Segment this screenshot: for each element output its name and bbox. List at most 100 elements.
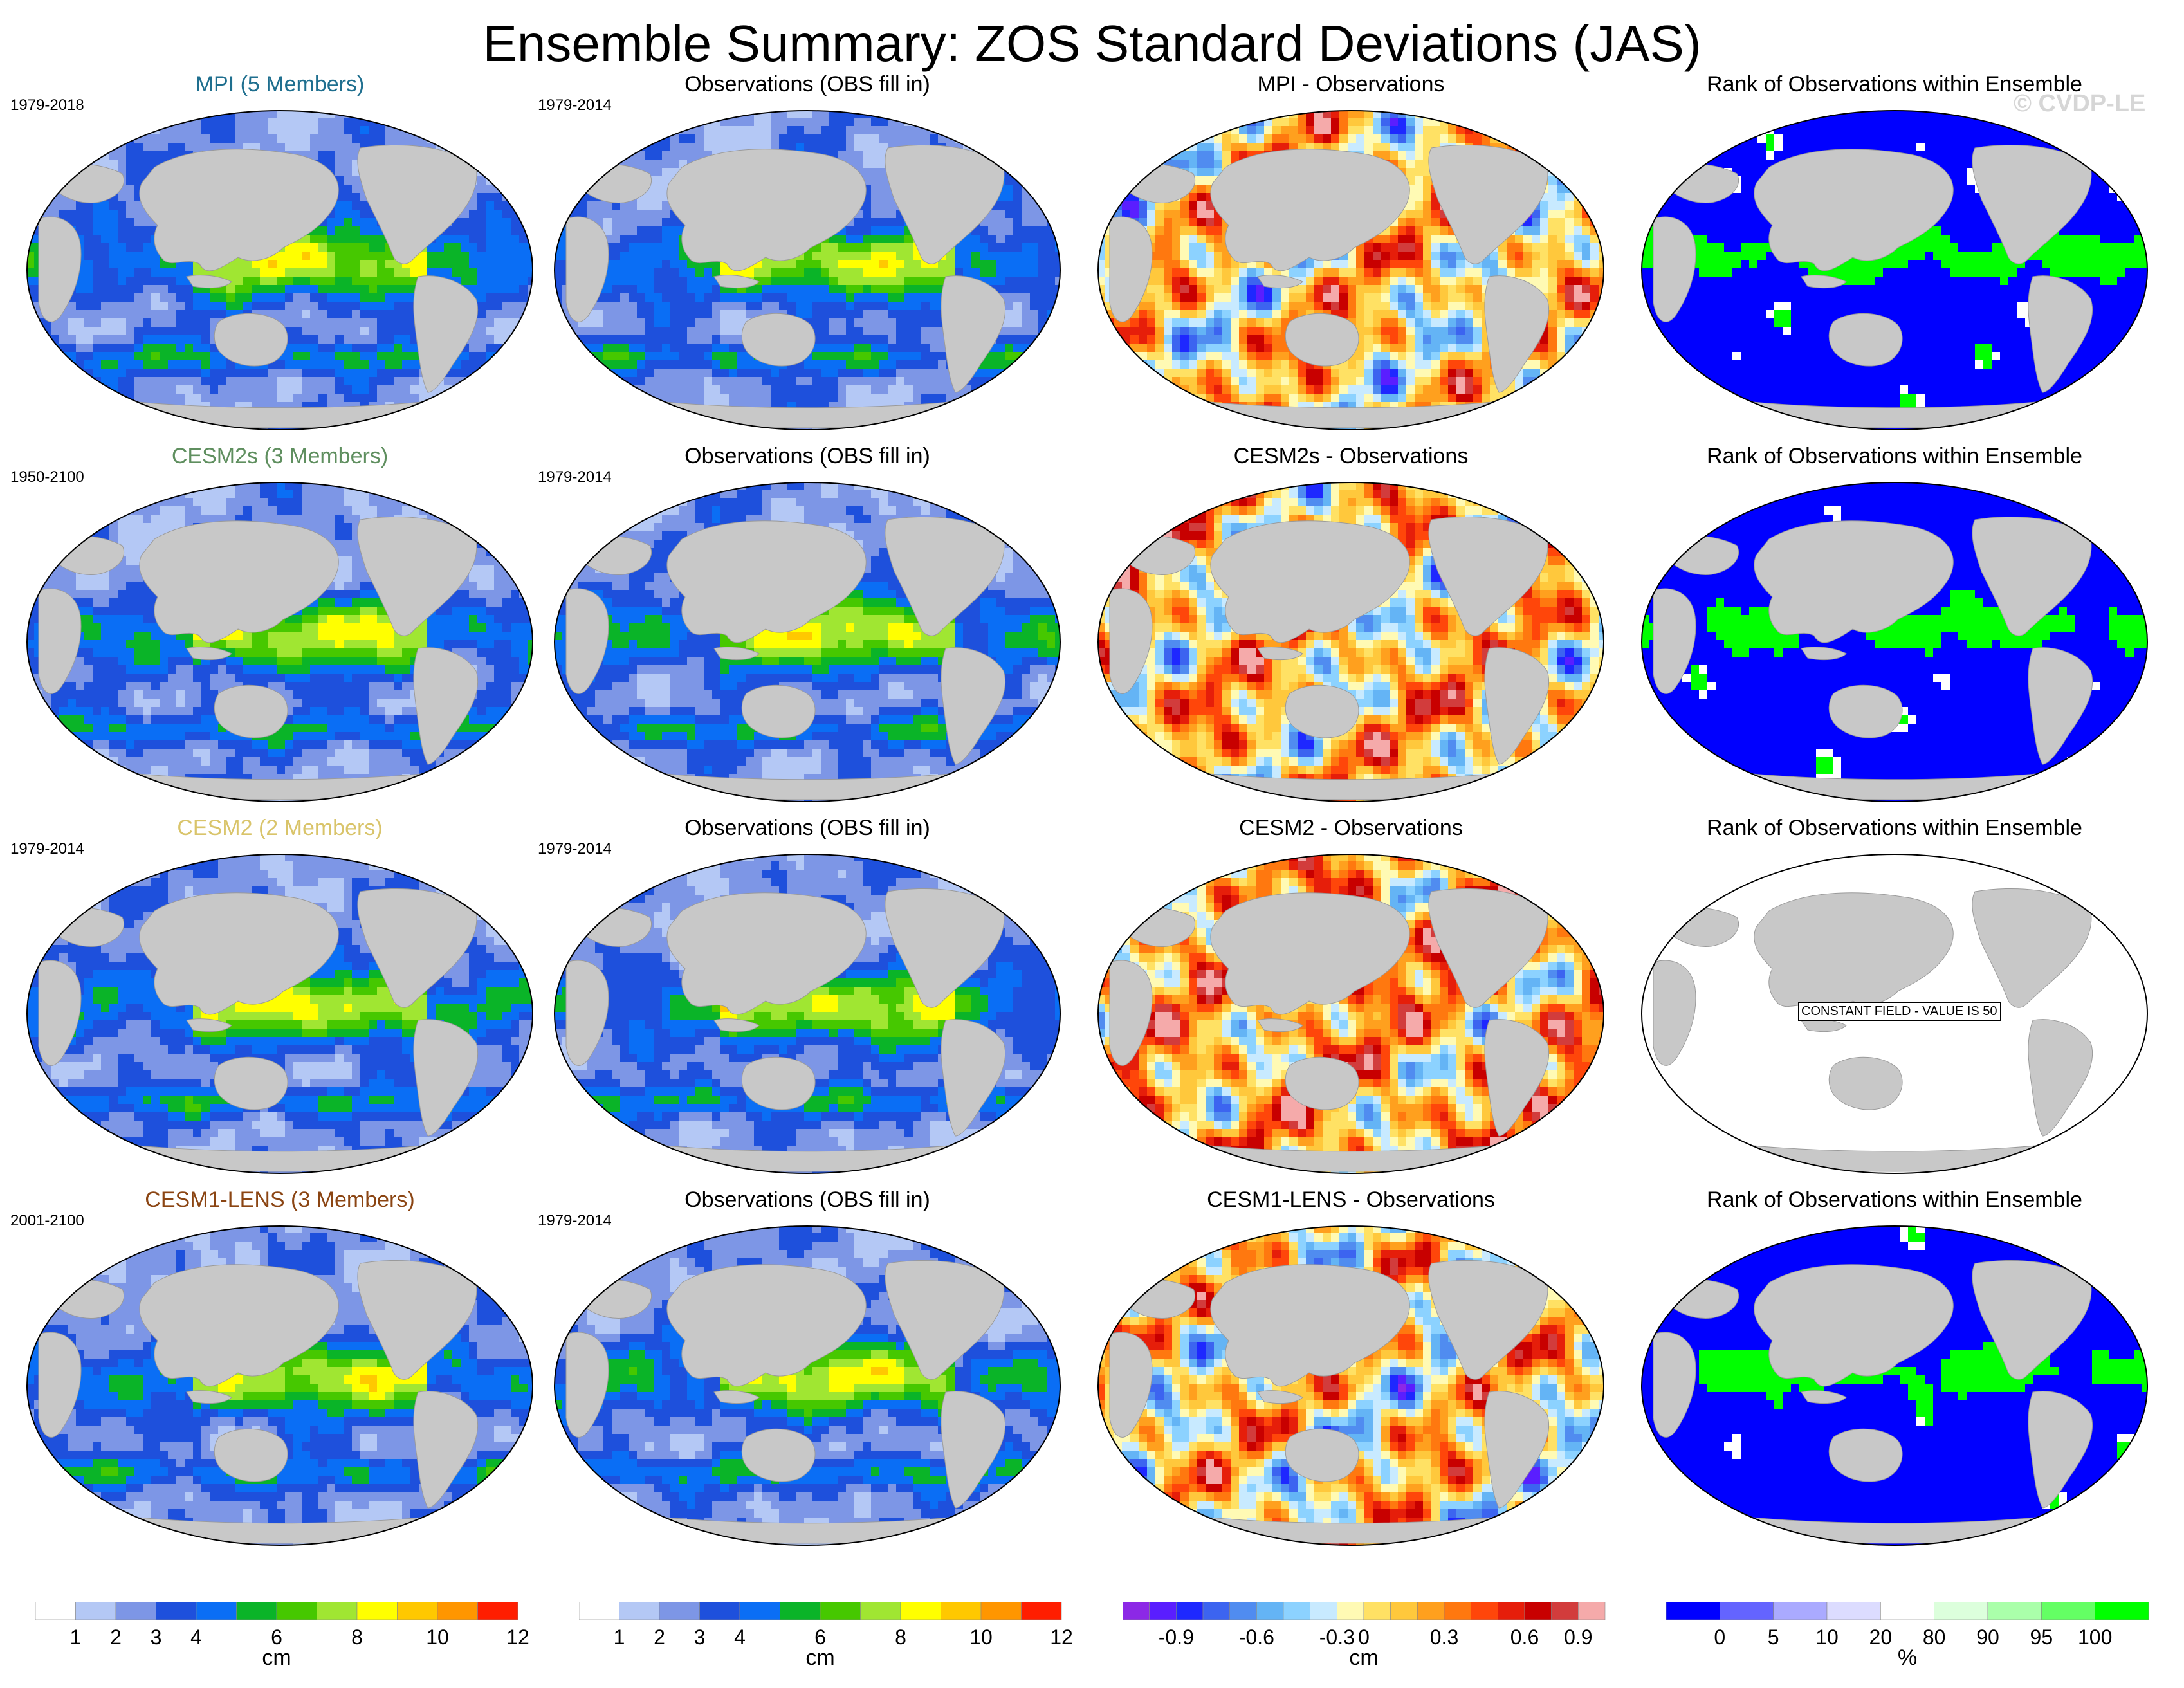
colorbar-swatch bbox=[115, 1602, 156, 1620]
map-panel-model bbox=[26, 481, 534, 803]
map-panel-diff bbox=[1097, 481, 1605, 803]
map-panel-diff bbox=[1097, 1225, 1605, 1546]
map-0-rank bbox=[1641, 110, 2148, 430]
colorbar-swatch bbox=[477, 1602, 518, 1620]
colorbar-tick-label: 5 bbox=[1768, 1626, 1779, 1649]
colorbar-unit: cm bbox=[251, 1646, 302, 1671]
colorbar-swatch bbox=[1444, 1602, 1471, 1620]
colorbar-sd-1: 1 2 3 4 6 8 10 12 bbox=[579, 1602, 1074, 1660]
panel-title-rank: Rank of Observations within Ensemble bbox=[1640, 72, 2149, 97]
colorbar-swatch bbox=[941, 1602, 982, 1620]
panel-period-model: 2001-2100 bbox=[10, 1212, 84, 1230]
panel-title-obs: Observations (OBS fill in) bbox=[553, 816, 1061, 841]
colorbar-tick-label: -0.3 bbox=[1319, 1626, 1355, 1649]
colorbar-swatch bbox=[1123, 1602, 1150, 1620]
colorbar-swatch bbox=[397, 1602, 438, 1620]
map-panel-obs bbox=[553, 481, 1061, 803]
map-3-model bbox=[26, 1225, 533, 1546]
colorbar-tick-label: 0 bbox=[1714, 1626, 1725, 1649]
map-3-diff bbox=[1097, 1225, 1604, 1546]
panel-title-obs: Observations (OBS fill in) bbox=[553, 72, 1061, 97]
colorbar-tick-label: 6 bbox=[271, 1626, 282, 1649]
map-2-diff bbox=[1097, 854, 1604, 1174]
map-1-diff bbox=[1097, 482, 1604, 802]
colorbar-swatch bbox=[1666, 1602, 1720, 1620]
colorbar-swatch bbox=[276, 1602, 317, 1620]
colorbar-swatch bbox=[900, 1602, 941, 1620]
colorbar-swatch bbox=[1524, 1602, 1552, 1620]
map-1-rank bbox=[1641, 482, 2148, 802]
colorbar-diff-2: -0.9 -0.6 -0.3 0 0.3 0.6 0.9 bbox=[1123, 1602, 1618, 1660]
colorbar-tick-label: 10 bbox=[426, 1626, 449, 1649]
colorbar-swatch bbox=[1498, 1602, 1525, 1620]
panel-title-diff: CESM2 - Observations bbox=[1097, 816, 1605, 841]
map-1-obs bbox=[554, 482, 1061, 802]
colorbar-swatch bbox=[699, 1602, 740, 1620]
panel-period-obs: 1979-2014 bbox=[538, 468, 612, 486]
colorbar-swatch bbox=[1149, 1602, 1177, 1620]
colorbar-swatch bbox=[1256, 1602, 1284, 1620]
panel-title-model: CESM2 (2 Members) bbox=[26, 816, 534, 841]
panel-period-model: 1950-2100 bbox=[10, 468, 84, 486]
panel-title-obs: Observations (OBS fill in) bbox=[553, 1188, 1061, 1213]
colorbar-swatch bbox=[1934, 1602, 1988, 1620]
panel-title-rank: Rank of Observations within Ensemble bbox=[1640, 444, 2149, 469]
colorbar-swatch bbox=[1773, 1602, 1828, 1620]
map-0-diff bbox=[1097, 110, 1604, 430]
colorbar-swatch bbox=[739, 1602, 780, 1620]
colorbar-unit: cm bbox=[1338, 1646, 1390, 1671]
colorbar-tick-label: 2 bbox=[654, 1626, 665, 1649]
colorbar-swatch bbox=[317, 1602, 358, 1620]
colorbar-swatch bbox=[1987, 1602, 2042, 1620]
colorbar-swatch bbox=[356, 1602, 398, 1620]
panel-period-obs: 1979-2014 bbox=[538, 1212, 612, 1230]
panel-period-obs: 1979-2014 bbox=[538, 96, 612, 115]
colorbar-unit: cm bbox=[794, 1646, 846, 1671]
colorbar-swatch bbox=[2041, 1602, 2095, 1620]
colorbar-swatch bbox=[1390, 1602, 1418, 1620]
panel-title-rank: Rank of Observations within Ensemble bbox=[1640, 816, 2149, 841]
colorbar-tick-label: 1 bbox=[70, 1626, 82, 1649]
colorbar-swatch bbox=[980, 1602, 1022, 1620]
colorbar-swatch bbox=[1720, 1602, 1774, 1620]
colorbar-tick-label: 20 bbox=[1869, 1626, 1893, 1649]
colorbar-swatch bbox=[156, 1602, 197, 1620]
colorbar-swatch bbox=[619, 1602, 660, 1620]
colorbar-tick-label: 4 bbox=[190, 1626, 202, 1649]
watermark: © CVDP-LE bbox=[2014, 90, 2145, 118]
colorbar-tick-label: 12 bbox=[506, 1626, 529, 1649]
panel-period-model: 1979-2014 bbox=[10, 840, 84, 858]
map-panel-diff bbox=[1097, 853, 1605, 1175]
map-0-obs bbox=[554, 110, 1061, 430]
map-panel-rank bbox=[1640, 481, 2149, 803]
colorbar-swatch bbox=[1202, 1602, 1230, 1620]
panel-title-model: CESM2s (3 Members) bbox=[26, 444, 534, 469]
colorbar-tick-label: 10 bbox=[1815, 1626, 1839, 1649]
map-0-model bbox=[26, 110, 533, 430]
map-3-obs bbox=[554, 1225, 1061, 1546]
map-panel-model bbox=[26, 109, 534, 431]
colorbar-tick-label: 0.6 bbox=[1510, 1626, 1539, 1649]
colorbar-tick-label: 0.9 bbox=[1564, 1626, 1592, 1649]
colorbar-swatch bbox=[1229, 1602, 1257, 1620]
map-panel-obs bbox=[553, 109, 1061, 431]
colorbar-swatch bbox=[1310, 1602, 1337, 1620]
map-panel-model bbox=[26, 1225, 534, 1546]
colorbar-tick-label: 4 bbox=[734, 1626, 746, 1649]
map-3-rank bbox=[1641, 1225, 2148, 1546]
map-panel-model bbox=[26, 853, 534, 1175]
map-2-model bbox=[26, 854, 533, 1174]
colorbar-swatch bbox=[1337, 1602, 1364, 1620]
colorbar-rank-3: 0 5 10 20 80 90 95 100 bbox=[1666, 1602, 2161, 1660]
colorbar-swatch bbox=[1578, 1602, 1606, 1620]
panel-title-model: MPI (5 Members) bbox=[26, 72, 534, 97]
colorbar-swatch bbox=[1363, 1602, 1391, 1620]
colorbar-swatch bbox=[35, 1602, 76, 1620]
panel-title-diff: CESM1-LENS - Observations bbox=[1097, 1188, 1605, 1213]
colorbar-swatch bbox=[659, 1602, 700, 1620]
panel-title-diff: MPI - Observations bbox=[1097, 72, 1605, 97]
panel-title-obs: Observations (OBS fill in) bbox=[553, 444, 1061, 469]
colorbar-tick-label: 3 bbox=[694, 1626, 706, 1649]
panel-period-obs: 1979-2014 bbox=[538, 840, 612, 858]
panel-title-diff: CESM2s - Observations bbox=[1097, 444, 1605, 469]
